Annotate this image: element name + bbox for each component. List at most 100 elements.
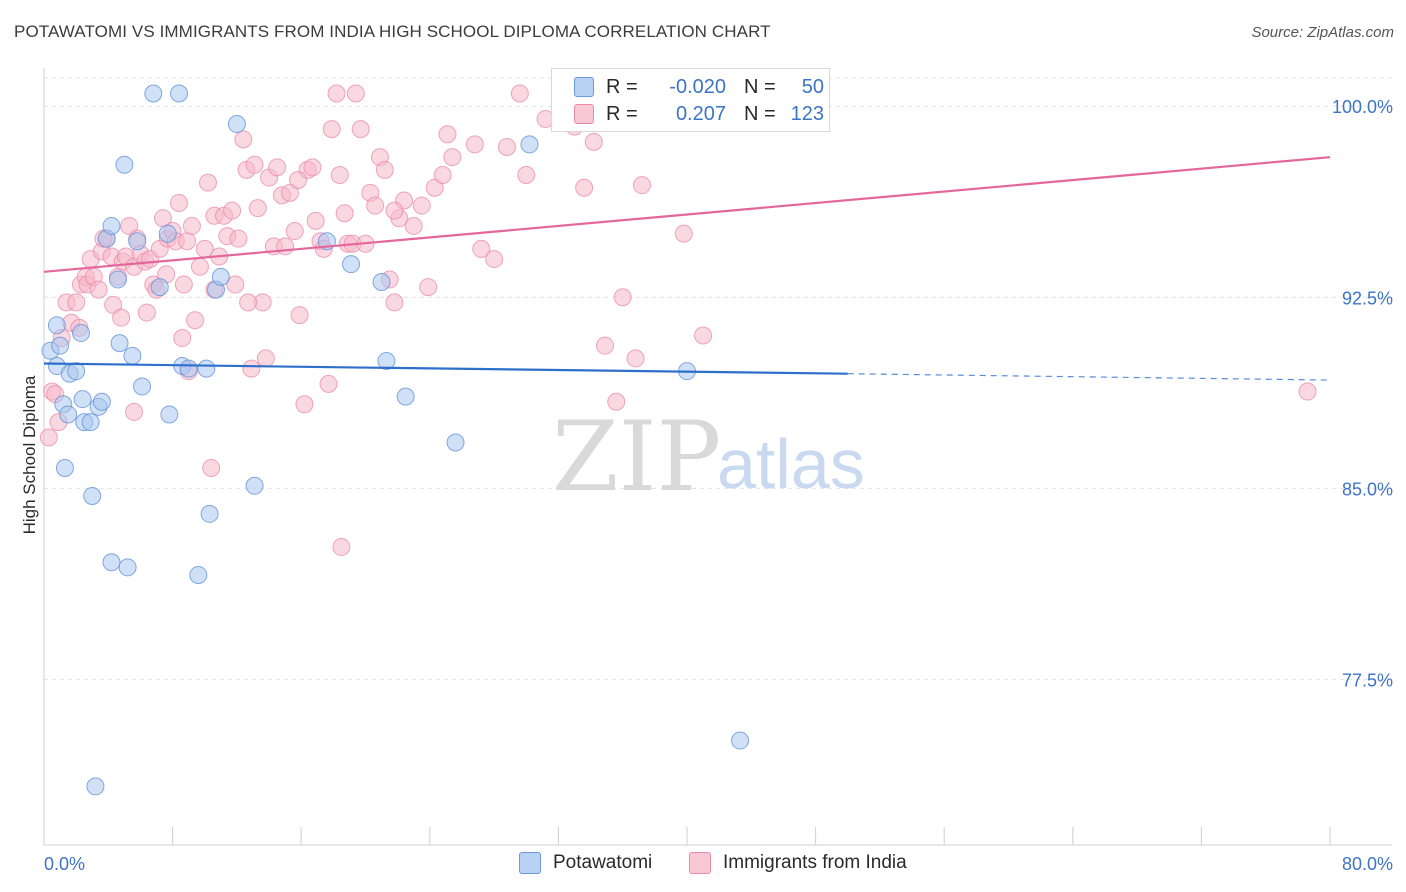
point-india <box>290 306 309 325</box>
point-india <box>202 458 221 477</box>
legend-r-value: -0.020 <box>669 75 726 98</box>
point-india <box>433 165 452 184</box>
point-potawatomi <box>73 390 92 409</box>
point-potawatomi <box>144 84 163 103</box>
watermark-zip: ZIP <box>552 401 721 513</box>
point-india <box>125 402 144 421</box>
point-india <box>575 178 594 197</box>
point-potawatomi <box>51 336 70 355</box>
point-india <box>596 336 615 355</box>
point-india <box>229 229 248 248</box>
point-potawatomi <box>110 334 129 353</box>
point-potawatomi <box>118 558 137 577</box>
point-india <box>198 173 217 192</box>
legend-r-value: 0.207 <box>675 102 726 125</box>
point-india <box>485 250 504 269</box>
point-india <box>170 194 189 213</box>
legend-label-india: Immigrants from India <box>723 852 907 873</box>
point-india <box>346 84 365 103</box>
point-india <box>674 224 693 243</box>
point-india <box>375 160 394 179</box>
point-india <box>472 239 491 258</box>
point-potawatomi <box>108 270 127 289</box>
legend-row-potawatomi: R = -0.020 N = 50 <box>574 75 824 99</box>
point-potawatomi <box>189 565 208 584</box>
point-india <box>242 359 261 378</box>
point-india <box>248 199 267 218</box>
legend-row-india: R = 0.207 N = 123 <box>574 102 824 126</box>
point-india <box>443 148 462 167</box>
correlation-legend: R = -0.020 N = 50 R = 0.207 N = 123 <box>551 68 830 132</box>
point-india <box>173 329 192 348</box>
point-potawatomi <box>123 346 142 365</box>
point-india <box>412 196 431 215</box>
point-india <box>67 293 86 312</box>
point-potawatomi <box>128 232 147 251</box>
point-india <box>190 257 209 276</box>
point-potawatomi <box>102 216 121 235</box>
point-potawatomi <box>71 323 90 342</box>
legend-swatch-blue <box>519 852 541 874</box>
point-india <box>632 176 651 195</box>
point-india <box>223 201 242 220</box>
point-potawatomi <box>372 272 391 291</box>
point-india <box>89 280 108 299</box>
point-potawatomi <box>396 387 415 406</box>
point-india <box>510 84 529 103</box>
point-potawatomi <box>731 731 750 750</box>
point-india <box>39 428 58 447</box>
legend-n-label: N = <box>744 102 776 125</box>
point-potawatomi <box>377 351 396 370</box>
point-potawatomi <box>520 135 539 154</box>
point-india <box>438 125 457 144</box>
point-india <box>256 349 275 368</box>
point-india <box>104 295 123 314</box>
point-potawatomi <box>55 458 74 477</box>
point-india <box>280 183 299 202</box>
point-potawatomi <box>211 267 230 286</box>
chart-title: POTAWATOMI VS IMMIGRANTS FROM INDIA HIGH… <box>14 22 771 41</box>
legend-item-india[interactable]: Immigrants from India <box>689 852 907 874</box>
point-potawatomi <box>67 362 86 381</box>
point-india <box>276 237 295 256</box>
tick-labels: 77.5% 85.0% 92.5% 100.0% 0.0% 80.0% <box>44 97 1393 874</box>
point-india <box>186 311 205 330</box>
y-axis-label: High School Diploma <box>20 375 39 534</box>
trend-line-india <box>43 156 1331 273</box>
legend-swatch-pink <box>689 852 711 874</box>
point-india <box>268 158 287 177</box>
point-potawatomi <box>92 392 111 411</box>
point-india <box>425 178 444 197</box>
point-india <box>178 232 197 251</box>
trend-line-potawatomi <box>43 362 848 375</box>
point-india <box>694 326 713 345</box>
point-india <box>322 120 341 139</box>
point-india <box>239 293 258 312</box>
x-tick-label: 0.0% <box>44 854 85 874</box>
y-tick-label: 92.5% <box>1342 288 1393 308</box>
point-india <box>303 158 322 177</box>
point-india <box>234 130 253 149</box>
legend-label-potawatomi: Potawatomi <box>553 852 653 873</box>
point-india <box>404 216 423 235</box>
point-india <box>332 537 351 556</box>
point-india <box>607 392 626 411</box>
point-india <box>295 395 314 414</box>
point-potawatomi <box>83 486 102 505</box>
point-potawatomi <box>197 359 216 378</box>
point-potawatomi <box>133 377 152 396</box>
point-potawatomi <box>200 504 219 523</box>
watermark-atlas: atlas <box>717 425 865 503</box>
legend-swatch-pink <box>574 104 594 124</box>
trend-line-potawatomi-extension <box>847 373 1331 381</box>
legend-r-label: R = <box>606 75 638 98</box>
point-india <box>330 165 349 184</box>
legend-r-label: R = <box>606 102 638 125</box>
legend-item-potawatomi[interactable]: Potawatomi <box>519 852 652 874</box>
point-india <box>1298 382 1317 401</box>
point-india <box>120 216 139 235</box>
point-india <box>366 196 385 215</box>
point-potawatomi <box>86 777 105 796</box>
source-credit: Source: ZipAtlas.com <box>1251 24 1394 41</box>
point-potawatomi <box>47 316 66 335</box>
